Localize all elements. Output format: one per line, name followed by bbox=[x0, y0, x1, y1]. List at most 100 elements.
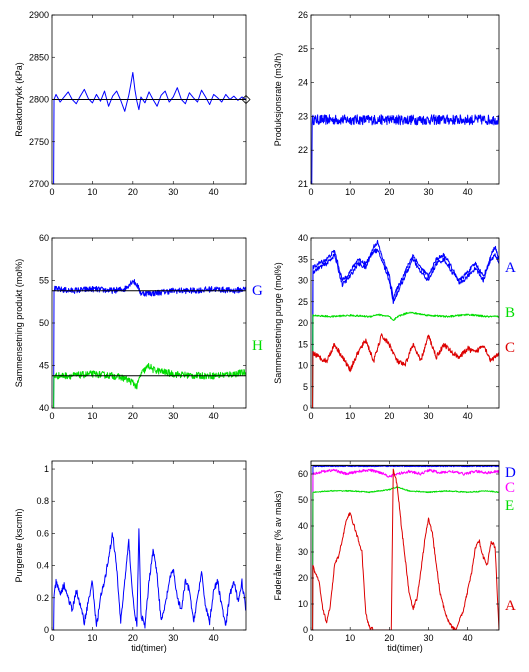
x-tick-label: 10 bbox=[345, 411, 355, 421]
x-tick-label: 40 bbox=[209, 633, 219, 643]
x-tick-label: 0 bbox=[49, 187, 54, 197]
series-group bbox=[311, 464, 499, 630]
x-tick-label: 20 bbox=[128, 411, 138, 421]
series-label-a: A bbox=[505, 260, 516, 276]
series-line-e bbox=[311, 486, 499, 630]
x-tick-label: 10 bbox=[87, 411, 97, 421]
series-line-s1 bbox=[52, 71, 246, 184]
y-axis-label: Sammensetning produkt (mol%) bbox=[14, 259, 24, 388]
axes-frame bbox=[51, 460, 247, 631]
y-tick-label: 22 bbox=[298, 145, 308, 155]
y-tick-label: 10 bbox=[298, 361, 308, 371]
y-tick-label: 2800 bbox=[29, 95, 49, 105]
series-label-e: E bbox=[505, 498, 514, 514]
panel-6: 0 10 20 30 40 0 10 20 30 40 50 60 Føderåte rmer (% a… bbox=[273, 460, 516, 653]
panel-2: 0 10 20 30 40 21 22 23 24 25 26 Produksjonsrate (m3… bbox=[273, 10, 500, 197]
x-tick-label: 40 bbox=[463, 187, 473, 197]
y-tick-label: 2900 bbox=[29, 10, 49, 20]
series-label-a: A bbox=[505, 598, 516, 614]
y-tick-label: 50 bbox=[39, 318, 49, 328]
axes-frame bbox=[310, 460, 500, 631]
y-tick-label: 40 bbox=[298, 233, 308, 243]
x-tick-label: 30 bbox=[168, 187, 178, 197]
series-line-d bbox=[311, 465, 499, 630]
series-group bbox=[52, 278, 246, 408]
plot-area bbox=[311, 15, 499, 184]
y-tick-label: 2750 bbox=[29, 137, 49, 147]
plot-area bbox=[52, 238, 246, 408]
series-line-c bbox=[311, 333, 499, 408]
y-tick-label: 60 bbox=[298, 469, 308, 479]
x-tick-label: 10 bbox=[345, 633, 355, 643]
x-tick-label: 30 bbox=[423, 411, 433, 421]
series-line-s1 bbox=[311, 114, 499, 184]
x-tick-label: 0 bbox=[49, 411, 54, 421]
x-tick-label: 20 bbox=[384, 411, 394, 421]
x-tick-label: 40 bbox=[463, 411, 473, 421]
x-tick-label: 0 bbox=[49, 633, 54, 643]
y-tick-label: 20 bbox=[298, 573, 308, 583]
y-tick-label: 30 bbox=[298, 276, 308, 286]
x-tick-label: 20 bbox=[384, 187, 394, 197]
setpoint-marker bbox=[241, 94, 251, 105]
y-axis-label: Reaktortrykk (kPa) bbox=[14, 62, 24, 137]
x-tick-label: 30 bbox=[168, 633, 178, 643]
x-tick-label: 40 bbox=[209, 187, 219, 197]
y-tick-label: 40 bbox=[39, 403, 49, 413]
y-axis-label: Purgerate (kscmh) bbox=[14, 508, 24, 582]
x-tick-label: 40 bbox=[209, 411, 219, 421]
y-tick-label: 45 bbox=[39, 361, 49, 371]
series-line-g bbox=[52, 278, 246, 408]
y-axis-label: Føderåte rmer (% av maks) bbox=[273, 490, 283, 600]
panel-4: 0 10 20 30 40 0 5 10 15 20 25 30 35 40 Sammensetning p… bbox=[273, 233, 516, 421]
series-line-s2 bbox=[311, 248, 499, 408]
y-tick-label: 24 bbox=[298, 78, 308, 88]
y-tick-label: 60 bbox=[39, 233, 49, 243]
x-tick-label: 0 bbox=[308, 187, 313, 197]
panel-3: 0 10 20 30 40 40 45 50 55 60 Sammensetning produkt… bbox=[14, 233, 263, 421]
plot-area bbox=[311, 238, 499, 408]
y-tick-label: 55 bbox=[39, 276, 49, 286]
x-tick-label: 0 bbox=[308, 633, 313, 643]
series-group bbox=[52, 528, 246, 630]
plot-area bbox=[52, 461, 246, 630]
y-tick-label: 35 bbox=[298, 254, 308, 264]
plot-area bbox=[311, 461, 499, 630]
panel-1: 0 10 20 30 40 2700 2750 2800 2850 2900 Reaktortryk… bbox=[14, 10, 251, 197]
series-line-b bbox=[311, 311, 499, 408]
x-tick-label: 30 bbox=[423, 187, 433, 197]
y-tick-label: 0 bbox=[303, 625, 308, 635]
y-tick-label: 0.6 bbox=[36, 528, 49, 538]
y-tick-label: 0.4 bbox=[36, 561, 49, 571]
series-line-c bbox=[311, 468, 499, 630]
x-tick-label: 30 bbox=[423, 633, 433, 643]
y-tick-label: 0 bbox=[44, 625, 49, 635]
series-label-g: G bbox=[252, 283, 263, 299]
y-tick-label: 30 bbox=[298, 547, 308, 557]
x-tick-label: 40 bbox=[463, 633, 473, 643]
x-tick-label: 30 bbox=[168, 411, 178, 421]
y-tick-label: 2700 bbox=[29, 179, 49, 189]
panel-5: 0 10 20 30 40 0 0.2 0.4 0.6 0.8 1 Purgerate (kscmh)… bbox=[14, 460, 247, 653]
axes-frame bbox=[310, 14, 500, 185]
series-line-h bbox=[52, 362, 246, 408]
y-tick-label: 26 bbox=[298, 10, 308, 20]
series-group bbox=[311, 239, 499, 408]
y-tick-label: 5 bbox=[303, 382, 308, 392]
y-tick-label: 25 bbox=[298, 44, 308, 54]
y-tick-label: 2850 bbox=[29, 52, 49, 62]
y-axis-label: Produksjonsrate (m3/h) bbox=[273, 53, 283, 147]
y-tick-label: 0.2 bbox=[36, 593, 49, 603]
y-tick-label: 21 bbox=[298, 179, 308, 189]
x-tick-label: 20 bbox=[384, 633, 394, 643]
series-label-c: C bbox=[505, 340, 515, 356]
y-tick-label: 0 bbox=[303, 403, 308, 413]
series-group bbox=[52, 71, 246, 184]
y-tick-label: 1 bbox=[44, 464, 49, 474]
y-tick-label: 15 bbox=[298, 339, 308, 349]
y-tick-label: 23 bbox=[298, 111, 308, 121]
series-label-b: B bbox=[505, 305, 515, 321]
series-label-d: D bbox=[505, 465, 516, 481]
x-tick-label: 10 bbox=[87, 187, 97, 197]
y-axis-label: Sammensetning purge (mol%) bbox=[273, 262, 283, 384]
